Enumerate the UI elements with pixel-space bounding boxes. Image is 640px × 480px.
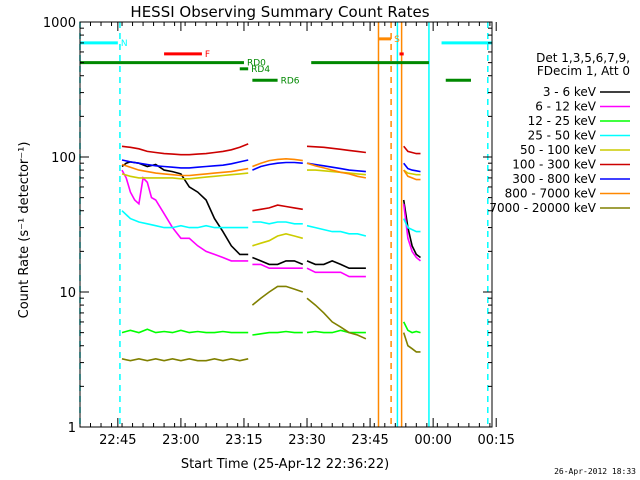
series-line-7-1 — [252, 157, 303, 168]
series-line-1-2 — [306, 267, 366, 278]
plot-frame — [79, 21, 493, 428]
x-tick-label-5: 00:00 — [414, 433, 451, 448]
series-line-6-0 — [121, 159, 249, 169]
legend-label-5: 100 - 300 keV — [512, 158, 596, 172]
x-tick-label-3: 23:30 — [288, 433, 325, 448]
series-line-1-0 — [121, 169, 249, 262]
flag-label-5: RD4 — [251, 65, 270, 75]
series-line-5-1 — [252, 204, 303, 212]
series-line-4-1 — [252, 232, 304, 247]
series-line-5-3 — [403, 145, 421, 155]
series-line-0-3 — [402, 199, 421, 259]
series-line-2-1 — [252, 330, 303, 336]
series-line-8-1 — [251, 285, 304, 306]
series-line-1-3 — [402, 203, 422, 262]
series-line-3-1 — [252, 221, 303, 225]
legend-label-6: 300 - 800 keV — [512, 172, 596, 186]
chart-title: HESSI Observing Summary Count Rates — [130, 3, 429, 21]
legend-header-1: FDecim 1, Att 0 — [537, 64, 630, 78]
series-line-0-1 — [252, 256, 304, 266]
legend-header-0: Det 1,3,5,6,7,9, — [536, 51, 630, 65]
series-line-2-2 — [306, 329, 366, 334]
legend-label-3: 25 - 50 keV — [528, 129, 597, 143]
series-line-3-3 — [402, 218, 421, 233]
legend-label-2: 12 - 25 keV — [528, 114, 597, 128]
series-line-4-3 — [403, 169, 421, 176]
y-axis-label: Count Rate (s⁻¹ detector⁻¹) — [17, 142, 32, 319]
legend-label-4: 50 - 100 keV — [520, 143, 597, 157]
series-line-6-3 — [403, 162, 421, 173]
timestamp: 26-Apr-2012 18:33 — [554, 467, 636, 476]
flag-label-4: RD0 — [247, 59, 266, 69]
legend-label-0: 3 - 6 keV — [543, 85, 597, 99]
flag-label-0: N — [121, 39, 128, 49]
series-line-7-0 — [121, 163, 249, 177]
series-line-5-2 — [306, 145, 367, 154]
y-tick-label-0: 1 — [68, 421, 76, 436]
legend-label-7: 800 - 7000 keV — [505, 187, 597, 201]
series-line-7-2 — [306, 162, 367, 179]
y-tick-label-3: 1000 — [43, 16, 76, 31]
series-line-2-3 — [402, 321, 421, 334]
series-line-2-0 — [121, 328, 249, 334]
series-line-3-0 — [121, 210, 249, 229]
series-line-5-0 — [121, 143, 249, 156]
x-tick-label-0: 22:45 — [99, 433, 136, 448]
series-line-6-1 — [252, 161, 303, 171]
flag-label-2: S — [394, 35, 400, 45]
flag-label-1: F — [205, 50, 210, 60]
x-tick-label-2: 23:15 — [225, 433, 262, 448]
series-line-1-1 — [252, 263, 303, 270]
series-line-4-0 — [121, 172, 249, 180]
series-line-7-3 — [403, 169, 421, 181]
x-tick-label-1: 23:00 — [162, 433, 199, 448]
series-line-8-0 — [121, 357, 249, 362]
y-tick-label-2: 100 — [51, 151, 76, 166]
flag-label-6: RD6 — [281, 76, 300, 86]
y-tick-label-1: 10 — [59, 286, 76, 301]
series-line-8-2 — [306, 297, 367, 340]
series-line-0-2 — [306, 260, 366, 270]
x-axis-label: Start Time (25-Apr-12 22:36:22) — [181, 457, 389, 472]
legend-label-1: 6 - 12 keV — [535, 100, 597, 114]
series-line-3-2 — [306, 224, 367, 237]
x-tick-label-6: 00:15 — [477, 433, 514, 448]
legend-label-8: 7000 - 20000 keV — [489, 201, 596, 215]
x-tick-label-4: 23:45 — [351, 433, 388, 448]
legend: Det 1,3,5,6,7,9,FDecim 1, Att 0 3 - 6 keV… — [489, 51, 630, 215]
series-line-6-2 — [306, 162, 366, 173]
series-line-8-3 — [402, 332, 421, 353]
